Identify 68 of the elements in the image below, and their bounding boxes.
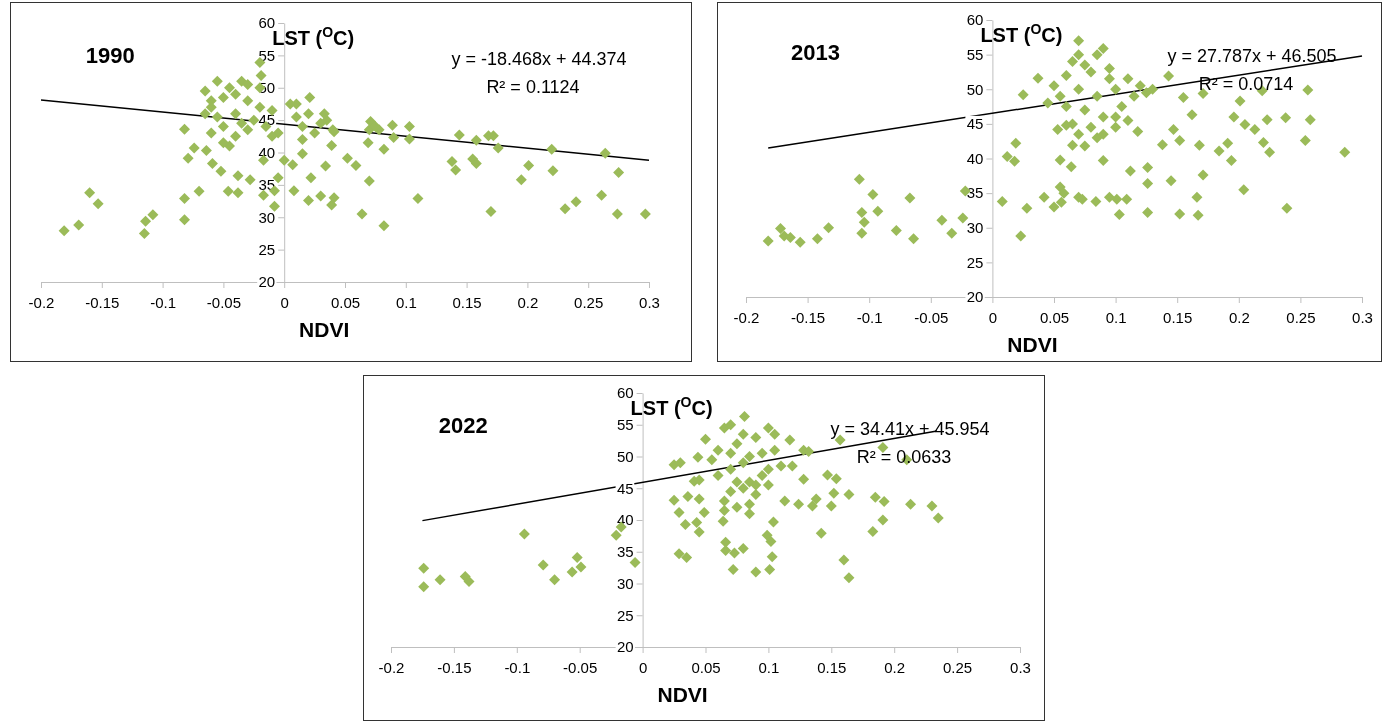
annotation: y = -18.468x + 44.374 [451,49,627,69]
x-tick-label: 0.1 [395,293,417,311]
x-tick-label: 0 [988,308,998,326]
x-tick-label: 0.3 [639,293,660,311]
y-tick-label: 30 [616,574,634,592]
y-tick-label: 40 [966,149,984,167]
x-tick-label: 0.25 [574,293,604,311]
x-tick-label: 0.25 [943,658,973,676]
text: 1990 [85,43,135,68]
x-tick-label: -0.2 [28,293,55,311]
y-tick-label: 25 [966,253,984,271]
x-tick-label: -0.05 [563,658,598,676]
y-tick-label: 20 [258,273,276,291]
x-tick-label: -0.1 [856,308,883,326]
x-tick-label: -0.2 [733,308,760,326]
y-tick-label: 60 [966,11,984,29]
annotation: R² = 0.0633 [856,447,952,467]
annotation: y = 27.787x + 46.505 [1167,46,1337,66]
y-tick-label: 30 [966,219,984,236]
x-tick-label: 0.2 [1228,308,1250,326]
y-tick-label: 25 [616,606,634,624]
x-tick-label: 0.25 [1286,308,1316,326]
x-tick-label: 0.05 [691,658,721,676]
text: 2022 [438,413,488,438]
y-tick-label: 40 [258,143,276,161]
x-tick-label: 0.05 [330,293,361,311]
y-tick-label: 55 [966,45,984,63]
x-tick-label: -0.15 [85,293,120,311]
y-tick-label: 35 [616,543,634,560]
y-tick-label: 25 [258,240,276,258]
annotation: R² = 0.1124 [486,77,580,97]
x-tick-label: -0.15 [437,658,472,676]
y-tick-label: 60 [616,384,634,402]
x-axis-title: NDVI [657,683,708,706]
y-tick-label: 20 [966,288,984,306]
y-tick-label: 45 [616,479,634,497]
y-tick-label: 60 [258,14,276,32]
x-tick-label: 0.2 [884,658,906,676]
annotation: y = 34.41x + 45.954 [830,419,990,439]
x-tick-label: -0.1 [150,293,177,311]
x-tick-label: 0.15 [817,658,847,676]
x-axis-title: NDVI [299,318,350,341]
y-tick-label: 30 [258,208,276,226]
x-tick-label: 0.3 [1352,308,1373,326]
x-tick-label: 0.1 [1105,308,1127,326]
x-tick-label: 0.15 [1163,308,1193,326]
y-tick-label: 45 [966,115,984,133]
x-tick-label: 0.1 [758,658,780,676]
x-tick-label: -0.2 [378,658,405,676]
y-tick-label: 40 [616,511,634,529]
x-tick-label: 0 [280,293,289,311]
x-tick-label: -0.1 [504,658,531,676]
x-axis-title: NDVI [1007,333,1058,356]
x-tick-label: 0.2 [517,293,539,311]
text: 2013 [790,40,840,65]
x-tick-label: 0.3 [1010,658,1031,676]
x-tick-label: -0.15 [791,308,826,326]
x-tick-label: -0.05 [206,293,241,311]
x-tick-label: 0.15 [452,293,482,311]
x-tick-label: 0 [638,658,648,676]
y-tick-label: 55 [616,416,634,433]
y-tick-label: 20 [616,638,634,656]
y-tick-label: 50 [616,447,634,465]
annotation: R² = 0.0714 [1198,74,1294,94]
y-tick-label: 50 [966,80,984,98]
x-tick-label: 0.05 [1039,308,1070,326]
x-tick-label: -0.05 [914,308,949,326]
y-tick-label: 35 [966,184,984,202]
